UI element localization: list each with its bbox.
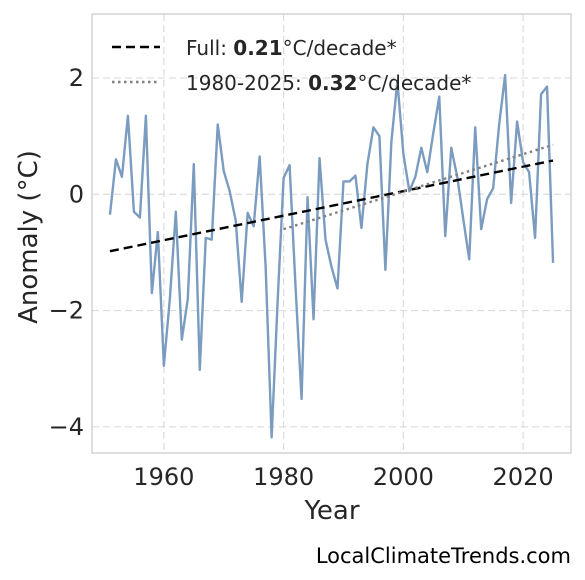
y-tick-label: −4 (49, 413, 84, 441)
legend: Full: 0.21°C/decade* 1980-2025: 0.32°C/de… (112, 36, 471, 95)
x-tick-label: 2020 (493, 463, 554, 491)
trend-line-dotted (283, 143, 554, 231)
y-tick-label: 2 (69, 64, 84, 92)
trend-line-dashed (109, 159, 554, 253)
x-tick-label: 2000 (373, 463, 434, 491)
watermark: LocalClimateTrends.com (315, 544, 571, 568)
x-tick-label: 1980 (253, 463, 314, 491)
y-axis-label: Anomaly (°C) (14, 150, 44, 324)
plot-frame (91, 13, 572, 454)
y-tick-label: 0 (69, 180, 84, 208)
anomaly-series-line (108, 73, 555, 439)
plot-background (92, 14, 571, 453)
tick-labels: 1960 1980 2000 2020 −4 −2 0 2 (49, 64, 554, 491)
y-tick-label: −2 (49, 297, 84, 325)
x-axis-label: Year (303, 496, 359, 526)
plot-area (108, 73, 555, 439)
grid (91, 13, 572, 454)
legend-entry-dotted: 1980-2025: 0.32°C/decade* (186, 71, 471, 95)
legend-entry-dashed: Full: 0.21°C/decade* (186, 36, 397, 60)
x-tick-label: 1960 (133, 463, 194, 491)
